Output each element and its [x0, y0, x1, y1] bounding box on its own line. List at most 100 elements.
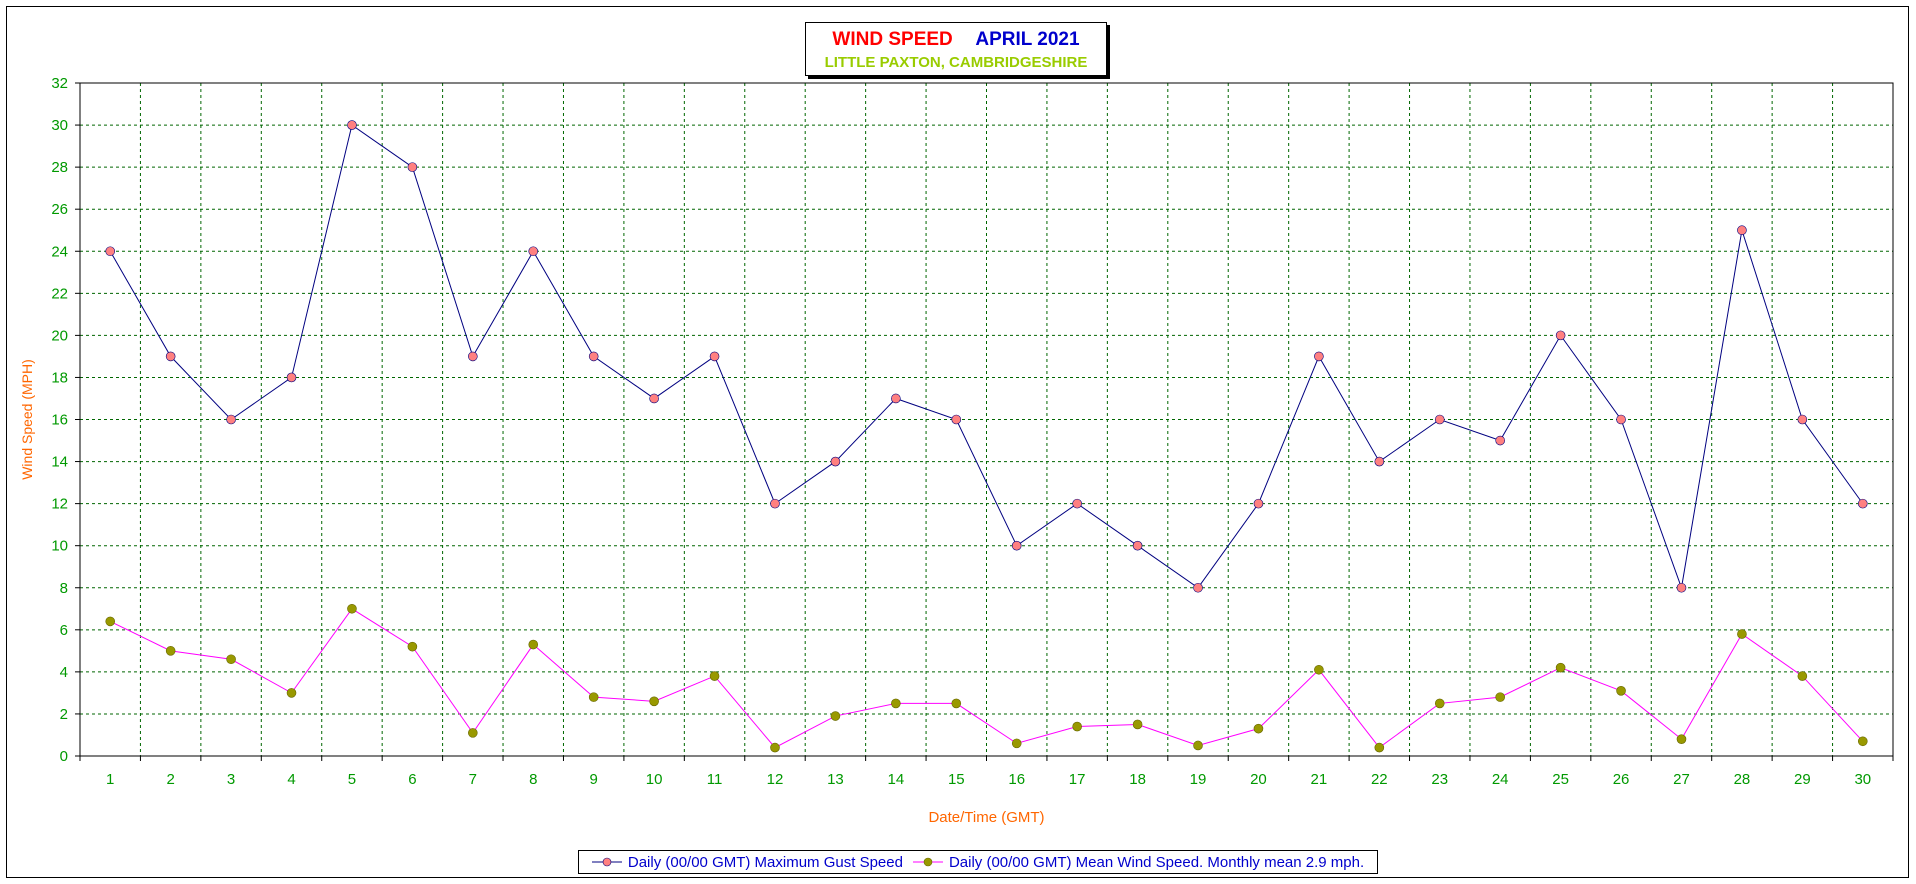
x-tick-label: 29: [1794, 771, 1811, 788]
x-tick-label: 6: [408, 771, 416, 788]
y-tick-label: 32: [51, 75, 68, 92]
x-tick-label: 24: [1492, 771, 1509, 788]
legend-item-mean: Daily (00/00 GMT) Mean Wind Speed. Month…: [912, 853, 1365, 871]
x-tick-label: 17: [1069, 771, 1086, 788]
data-point-gust: [1193, 582, 1203, 593]
legend-gust-marker-icon: [591, 857, 622, 867]
data-point-mean: [468, 728, 478, 738]
y-tick-label: 30: [51, 117, 68, 134]
data-point-mean: [1314, 664, 1324, 675]
data-point-mean: [528, 639, 539, 650]
x-tick-label: 30: [1854, 771, 1871, 788]
chart-subtitle-location: LITTLE PAXTON, CAMBRIDGESHIRE: [824, 54, 1088, 71]
data-point-mean: [105, 616, 116, 627]
data-point-gust: [1495, 435, 1505, 446]
data-point-gust: [1314, 351, 1324, 362]
data-point-mean: [1072, 721, 1082, 732]
data-point-mean: [1737, 629, 1747, 639]
x-tick-label: 1: [106, 771, 114, 788]
x-tick-label: 14: [888, 771, 905, 788]
legend-label-mean: Daily (00/00 GMT) Mean Wind Speed. Month…: [948, 853, 1365, 871]
data-point-gust: [105, 246, 116, 257]
data-point-mean: [1132, 719, 1143, 730]
y-tick-label: 26: [51, 201, 68, 218]
x-tick-label: 10: [646, 771, 663, 788]
y-tick-label: 24: [51, 243, 68, 260]
data-point-mean: [165, 646, 176, 656]
x-tick-label: 19: [1190, 771, 1207, 788]
y-tick-label: 28: [51, 159, 68, 176]
x-tick-label: 21: [1311, 771, 1328, 788]
x-tick-label: 8: [529, 771, 537, 788]
x-tick-label: 16: [1008, 771, 1025, 788]
data-point-mean: [407, 641, 418, 652]
y-tick-label: 6: [60, 622, 68, 639]
x-tick-label: 28: [1734, 771, 1751, 788]
data-point-mean: [1253, 723, 1264, 734]
data-point-gust: [1737, 225, 1747, 236]
data-point-mean: [1676, 734, 1687, 744]
data-point-gust: [891, 393, 901, 404]
y-tick-label: 20: [51, 327, 68, 344]
data-point-mean: [951, 698, 962, 709]
data-point-gust: [588, 351, 599, 362]
x-tick-label: 3: [227, 771, 235, 788]
data-point-gust: [1555, 330, 1566, 341]
chart-title: WIND SPEED: [832, 29, 953, 50]
y-tick-label: 12: [51, 496, 68, 513]
legend-mean-marker-icon: [912, 857, 943, 867]
chart-title-month: APRIL 2021: [975, 29, 1080, 50]
data-point-gust: [1374, 456, 1385, 467]
data-point-mean: [1495, 692, 1505, 702]
x-tick-label: 22: [1371, 771, 1388, 788]
x-tick-label: 27: [1673, 771, 1690, 788]
data-point-gust: [1857, 498, 1868, 509]
data-point-gust: [407, 162, 418, 172]
data-point-gust: [347, 120, 357, 130]
series-line-gust: [109, 124, 1864, 590]
legend-item-gust: Daily (00/00 GMT) Maximum Gust Speed: [591, 853, 903, 871]
data-point-mean: [286, 688, 297, 698]
y-tick-label: 10: [51, 538, 68, 555]
x-tick-label: 26: [1613, 771, 1630, 788]
data-point-mean: [830, 711, 841, 721]
y-tick-label: 8: [60, 580, 68, 597]
x-tick-label: 25: [1552, 771, 1569, 788]
data-point-mean: [709, 671, 720, 681]
data-point-gust: [709, 351, 720, 362]
chart-legend: Daily (00/00 GMT) Maximum Gust Speed Dai…: [578, 850, 1378, 874]
data-point-gust: [528, 246, 539, 257]
data-point-gust: [1132, 540, 1143, 551]
data-point-gust: [1797, 414, 1808, 425]
data-point-mean: [1374, 742, 1385, 753]
x-tick-label: 23: [1431, 771, 1448, 788]
data-point-gust: [1616, 414, 1626, 425]
data-point-gust: [468, 351, 478, 362]
data-point-gust: [1253, 498, 1264, 509]
x-tick-label: 7: [469, 771, 477, 788]
data-point-gust: [286, 372, 297, 383]
data-point-gust: [165, 351, 176, 362]
data-point-mean: [649, 696, 659, 707]
y-tick-label: 2: [60, 706, 68, 723]
x-tick-label: 12: [767, 771, 784, 788]
data-point-mean: [588, 692, 599, 702]
data-point-mean: [1857, 736, 1868, 747]
data-point-mean: [1434, 698, 1445, 709]
x-tick-label: 11: [707, 771, 723, 788]
chart-frame: [6, 6, 1909, 878]
x-tick-label: 13: [827, 771, 844, 788]
data-point-gust: [1011, 540, 1022, 551]
data-point-gust: [951, 414, 962, 425]
series-line-mean: [109, 608, 1864, 749]
x-tick-label: 5: [348, 771, 356, 788]
title-line: WIND SPEED APRIL 2021: [806, 29, 1106, 51]
plot-area-border: [79, 82, 1894, 757]
legend-label-gust: Daily (00/00 GMT) Maximum Gust Speed: [627, 853, 903, 871]
y-tick-label: 4: [60, 664, 68, 681]
data-point-mean: [226, 654, 236, 665]
x-tick-label: 18: [1129, 771, 1146, 788]
x-tick-label: 9: [590, 771, 598, 788]
data-point-mean: [891, 698, 901, 709]
